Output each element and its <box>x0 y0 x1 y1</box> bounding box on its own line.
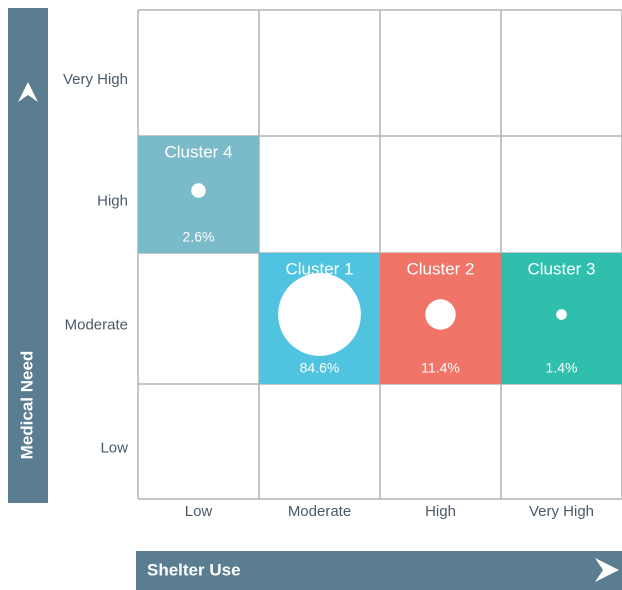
x-axis-bar <box>136 551 622 590</box>
x-tick-label: Very High <box>529 503 594 520</box>
bubble <box>556 309 567 320</box>
cluster-name: Cluster 4 <box>164 142 232 161</box>
cluster-name: Cluster 3 <box>527 259 595 278</box>
cluster-name: Cluster 1 <box>285 259 353 278</box>
value-label: 1.4% <box>546 360 578 376</box>
y-tick-label: Moderate <box>65 316 128 333</box>
cluster-name: Cluster 2 <box>406 259 474 278</box>
bubble <box>425 299 456 330</box>
bubble <box>191 183 206 198</box>
y-axis-arrow <box>18 82 38 102</box>
y-axis-label: Medical Need <box>17 351 36 460</box>
x-tick-label: Low <box>185 503 213 520</box>
x-axis-arrow <box>595 558 619 582</box>
x-tick-label: High <box>425 503 456 520</box>
y-tick-label: High <box>97 192 128 209</box>
y-tick-label: Very High <box>63 71 128 88</box>
value-label: 2.6% <box>183 229 215 245</box>
bubble <box>278 273 361 356</box>
y-tick-label: Low <box>100 439 128 456</box>
x-axis-label: Shelter Use <box>147 560 241 579</box>
value-label: 11.4% <box>421 360 460 376</box>
value-label: 84.6% <box>300 360 340 376</box>
x-tick-label: Moderate <box>288 503 351 520</box>
